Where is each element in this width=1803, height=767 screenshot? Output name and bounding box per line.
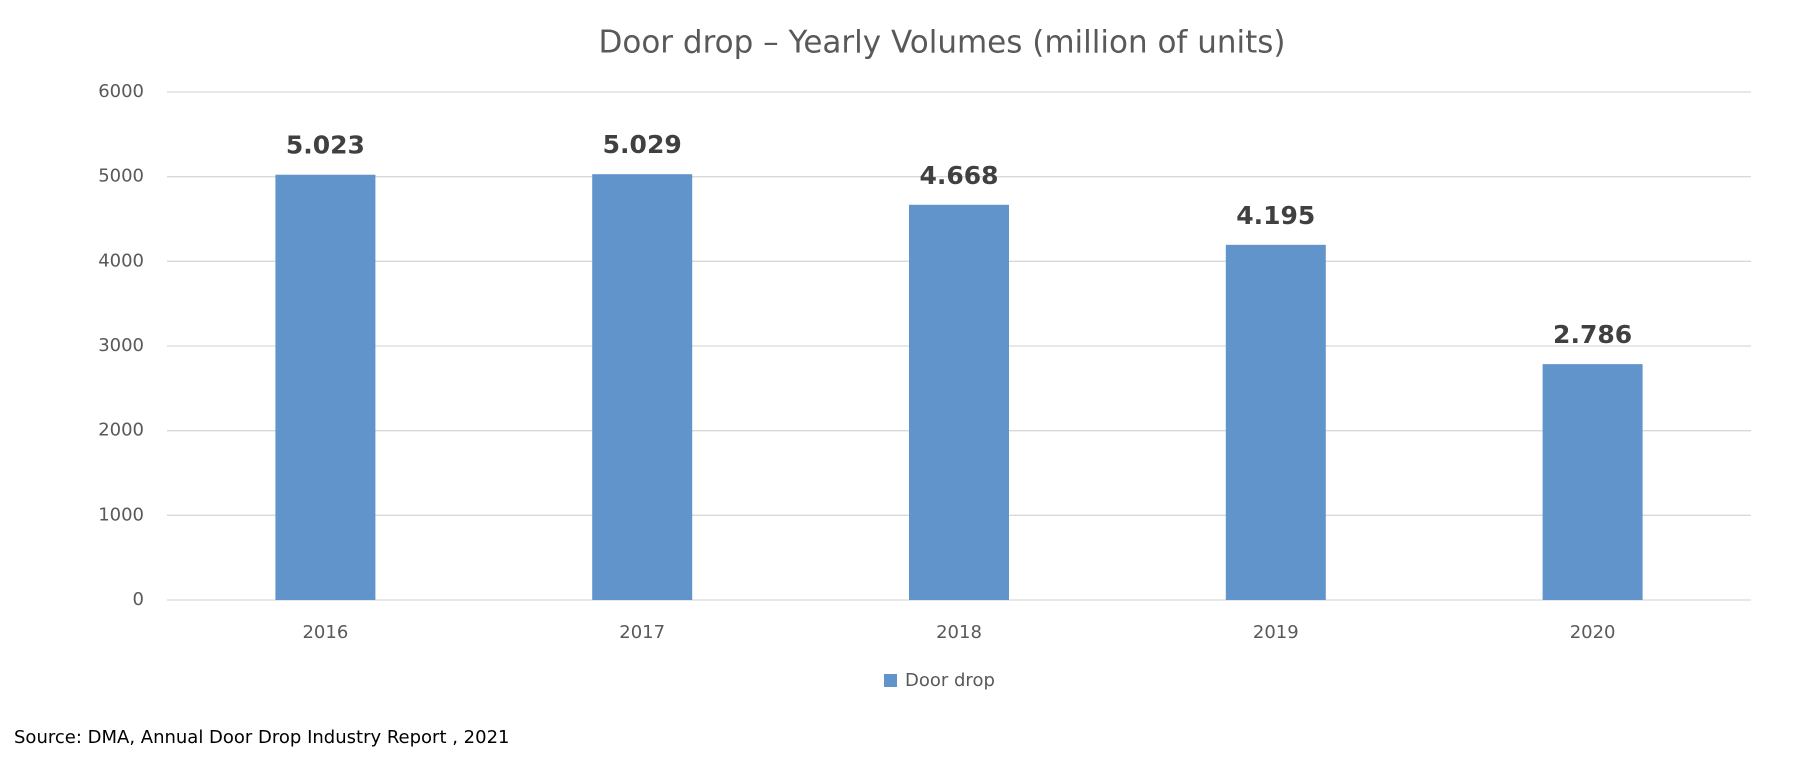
y-tick-label: 1000	[98, 504, 144, 525]
x-tick-label: 2016	[302, 622, 348, 643]
legend-swatch	[884, 674, 897, 687]
y-tick-label: 4000	[98, 250, 144, 271]
value-label: 2.786	[1553, 320, 1632, 349]
x-tick-label: 2020	[1570, 622, 1616, 643]
y-tick-label: 3000	[98, 335, 144, 356]
bar	[1542, 364, 1643, 600]
y-tick-label: 0	[133, 589, 144, 610]
y-tick-label: 5000	[98, 166, 144, 187]
value-label: 4.668	[919, 161, 998, 190]
bar	[1225, 244, 1326, 600]
value-label: 4.195	[1236, 201, 1315, 230]
bar	[275, 174, 376, 600]
source-note: Source: DMA, Annual Door Drop Industry R…	[14, 727, 509, 748]
bar	[592, 174, 693, 600]
x-tick-label: 2018	[936, 622, 982, 643]
chart-title: Door drop – Yearly Volumes (million of u…	[599, 25, 1286, 61]
bar	[909, 204, 1009, 600]
value-label: 5.023	[286, 131, 365, 160]
x-tick-label: 2017	[619, 622, 665, 643]
value-label: 5.029	[603, 130, 682, 159]
y-tick-label: 6000	[98, 81, 144, 102]
legend-label: Door drop	[905, 670, 995, 691]
y-tick-label: 2000	[98, 420, 144, 441]
x-tick-label: 2019	[1253, 622, 1299, 643]
